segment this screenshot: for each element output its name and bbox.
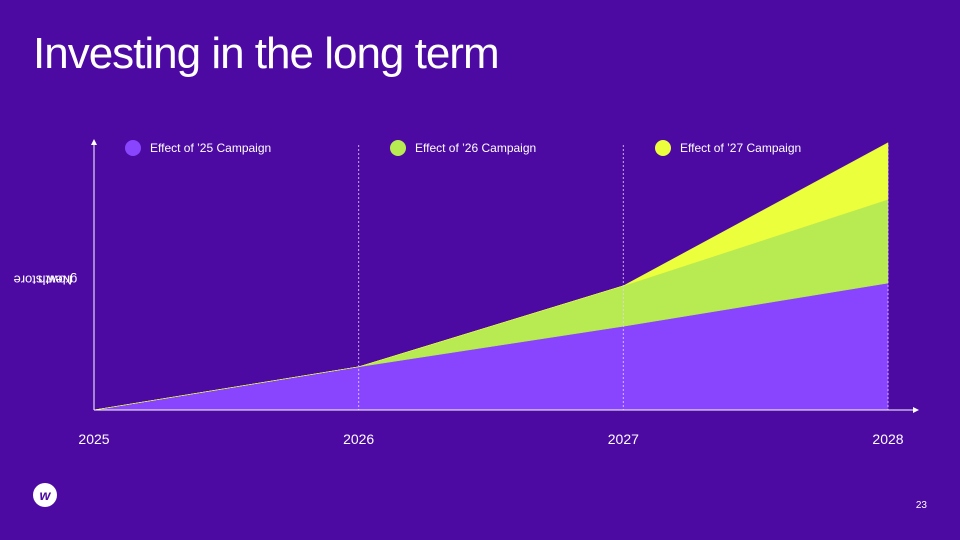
page-number: 23 xyxy=(915,500,927,511)
legend-swatch-3 xyxy=(655,140,671,156)
x-tick-label-2025: 2025 xyxy=(78,431,109,447)
area-series-3 xyxy=(93,142,889,411)
legend-swatch-2 xyxy=(390,140,406,156)
x-tick-label-2027: 2027 xyxy=(608,431,639,447)
x-axis-arrow xyxy=(913,407,919,413)
x-tick-label-2028: 2028 xyxy=(872,431,903,447)
x-tick-label-2026: 2026 xyxy=(343,431,374,447)
legend-label-1: Effect of ’25 Campaign xyxy=(150,141,271,155)
page-title: Investing in the long term xyxy=(33,29,500,78)
brand-logo-icon: w xyxy=(33,483,57,507)
legend-label-2: Effect of ’26 Campaign xyxy=(415,141,536,155)
legend-label-3: Effect of ’27 Campaign xyxy=(680,141,801,155)
legend-swatch-1 xyxy=(125,140,141,156)
y-axis-arrow xyxy=(91,139,97,145)
